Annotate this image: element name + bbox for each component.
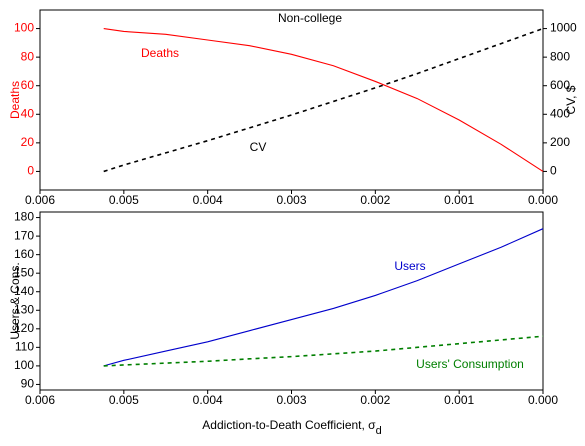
y-tick-label: 160 bbox=[14, 247, 34, 261]
y-axis-label: Users & Cons. bbox=[8, 262, 22, 339]
y-tick-label: 180 bbox=[14, 210, 34, 224]
x-tick-label: 0.004 bbox=[193, 193, 223, 207]
y-tick-label: 20 bbox=[21, 135, 35, 149]
y-tick-label: 100 bbox=[14, 21, 34, 35]
x-tick-label: 0.006 bbox=[25, 193, 55, 207]
x-tick-label: 0.000 bbox=[528, 193, 558, 207]
y2-tick-label: 800 bbox=[550, 49, 570, 63]
y-tick-label: 170 bbox=[14, 228, 34, 242]
series-label: Users' Consumption bbox=[416, 357, 524, 371]
x-tick-label: 0.002 bbox=[360, 193, 390, 207]
y-tick-label: 90 bbox=[21, 377, 35, 391]
x-axis-label: Addiction-to-Death Coefficient, σd bbox=[202, 418, 381, 437]
x-tick-label: 0.003 bbox=[276, 193, 306, 207]
y2-tick-label: 200 bbox=[550, 135, 570, 149]
y2-tick-label: 400 bbox=[550, 106, 570, 120]
y-tick-label: 100 bbox=[14, 358, 34, 372]
y2-axis-label: CV, $ bbox=[564, 85, 578, 114]
series-label: Users bbox=[394, 259, 425, 273]
x-tick-label: 0.003 bbox=[276, 393, 306, 407]
y2-tick-label: 0 bbox=[550, 164, 557, 178]
x-tick-label: 0.001 bbox=[444, 393, 474, 407]
x-tick-label: 0.004 bbox=[193, 393, 223, 407]
y-tick-label: 110 bbox=[15, 340, 34, 354]
y2-tick-label: 600 bbox=[550, 78, 570, 92]
y-tick-label: 0 bbox=[27, 164, 34, 178]
y-tick-label: 130 bbox=[14, 302, 34, 316]
x-tick-label: 0.005 bbox=[109, 393, 139, 407]
y-tick-label: 80 bbox=[21, 49, 35, 63]
series-line bbox=[103, 27, 544, 173]
series-line bbox=[103, 28, 544, 172]
series-label: Deaths bbox=[141, 46, 179, 60]
x-tick-label: 0.002 bbox=[360, 393, 390, 407]
y2-tick-label: 1000 bbox=[550, 21, 577, 35]
y-tick-label: 140 bbox=[14, 284, 34, 298]
y-tick-label: 60 bbox=[21, 78, 35, 92]
series-line bbox=[103, 335, 544, 367]
series-line bbox=[103, 228, 544, 367]
chart-title: Non-college bbox=[278, 11, 342, 25]
plot-frame bbox=[39, 9, 544, 191]
x-tick-label: 0.006 bbox=[25, 393, 55, 407]
y-axis-label: Deaths bbox=[8, 81, 22, 119]
y-tick-label: 40 bbox=[21, 106, 35, 120]
x-tick-label: 0.001 bbox=[444, 193, 474, 207]
y-tick-label: 120 bbox=[14, 321, 34, 335]
x-tick-label: 0.000 bbox=[528, 393, 558, 407]
x-axis-label-main: Addiction-to-Death Coefficient, σ bbox=[202, 418, 376, 432]
x-axis-label-sub: d bbox=[376, 425, 382, 437]
x-tick-label: 0.005 bbox=[109, 193, 139, 207]
y-tick-label: 150 bbox=[14, 265, 34, 279]
series-label: CV bbox=[250, 140, 267, 154]
